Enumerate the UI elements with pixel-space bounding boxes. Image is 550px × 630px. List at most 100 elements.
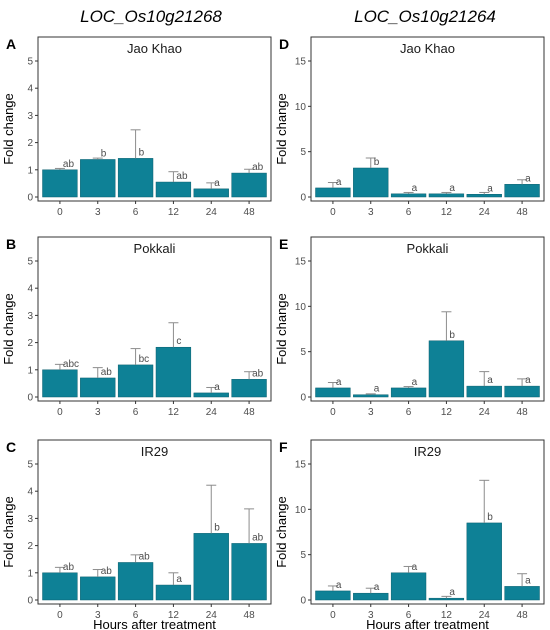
- bar: [390, 387, 427, 398]
- x-tick-label: 0: [57, 207, 63, 218]
- panel-letter: E: [279, 236, 288, 252]
- bar: [315, 387, 351, 398]
- y-tick-label: 5: [300, 147, 306, 158]
- panel-d: D Jao Khao 0 5 10 15 Fold change a 0 b 3 a 6 a 12 a 24 a 4…: [274, 36, 545, 218]
- x-tick-label: 6: [406, 207, 412, 218]
- y-axis-label: Fold change: [274, 293, 289, 365]
- y-tick-label: 4: [27, 284, 33, 295]
- y-axis-label: Fold change: [1, 293, 16, 365]
- x-tick-label: 48: [244, 207, 256, 218]
- significance-label: ab: [252, 532, 264, 543]
- significance-label: b: [139, 147, 145, 158]
- panel-letter: C: [6, 439, 16, 455]
- panel-letter: F: [279, 439, 288, 455]
- x-tick-label: 24: [206, 407, 218, 418]
- y-tick-label: 5: [27, 460, 33, 471]
- y-tick-label: 0: [27, 393, 33, 404]
- x-tick-label: 48: [517, 610, 529, 621]
- significance-label: a: [336, 377, 342, 388]
- panel-frame: [310, 236, 545, 402]
- x-tick-label: 3: [368, 207, 374, 218]
- x-tick-label: 24: [479, 207, 491, 218]
- y-tick-label: 5: [300, 347, 306, 358]
- column-title-left: LOC_Os10g21268: [80, 7, 222, 26]
- y-tick-label: 0: [27, 193, 33, 204]
- y-tick-label: 0: [300, 596, 306, 607]
- x-tick-label: 12: [168, 610, 180, 621]
- significance-label: ab: [139, 551, 151, 562]
- y-tick-label: 10: [295, 505, 307, 516]
- significance-label: a: [525, 575, 531, 586]
- significance-label: bc: [139, 354, 150, 365]
- significance-label: ab: [252, 368, 264, 379]
- bar: [117, 562, 154, 601]
- bar: [231, 543, 267, 601]
- bar: [390, 572, 427, 601]
- x-tick-label: 12: [168, 207, 180, 218]
- y-tick-label: 2: [27, 338, 33, 349]
- x-tick-label: 0: [57, 610, 63, 621]
- x-tick-label: 48: [244, 407, 256, 418]
- panel-frame: [37, 36, 272, 202]
- bar: [193, 188, 229, 198]
- panel-title: Jao Khao: [127, 41, 182, 56]
- y-tick-label: 4: [27, 84, 33, 95]
- significance-label: a: [374, 582, 380, 593]
- bar: [504, 184, 540, 198]
- bar: [466, 385, 502, 398]
- bar: [80, 159, 116, 198]
- bar: [428, 340, 465, 398]
- significance-label: a: [214, 382, 220, 393]
- panel-letter: A: [6, 36, 16, 52]
- y-axis-label: Fold change: [1, 93, 16, 165]
- bar: [193, 392, 229, 398]
- y-tick-label: 3: [27, 514, 33, 525]
- x-tick-label: 24: [479, 610, 491, 621]
- panel-title: IR29: [414, 444, 441, 459]
- x-tick-label: 48: [517, 407, 529, 418]
- bar: [466, 194, 502, 198]
- significance-label: b: [374, 157, 380, 168]
- significance-label: ab: [63, 159, 75, 170]
- y-tick-label: 10: [295, 302, 307, 313]
- x-tick-label: 12: [441, 610, 453, 621]
- significance-label: a: [176, 574, 182, 585]
- bar: [231, 379, 267, 398]
- x-tick-label: 6: [133, 610, 139, 621]
- significance-label: a: [487, 375, 493, 386]
- significance-label: b: [101, 148, 107, 159]
- significance-label: a: [336, 580, 342, 591]
- x-axis-label: Hours after treatment: [93, 617, 216, 630]
- x-tick-label: 6: [133, 207, 139, 218]
- bar: [353, 167, 389, 198]
- bar: [117, 364, 154, 398]
- significance-label: a: [412, 562, 418, 573]
- bar: [428, 193, 465, 198]
- y-tick-label: 0: [300, 193, 306, 204]
- x-tick-label: 6: [406, 610, 412, 621]
- bar: [155, 346, 192, 398]
- panel-title: IR29: [141, 444, 168, 459]
- bar: [42, 369, 78, 398]
- significance-label: b: [449, 330, 455, 341]
- x-tick-label: 24: [206, 207, 218, 218]
- y-tick-label: 3: [27, 111, 33, 122]
- significance-label: ab: [252, 162, 264, 173]
- significance-label: a: [525, 173, 531, 184]
- bar: [42, 169, 78, 198]
- significance-label: abc: [63, 359, 79, 370]
- bar: [353, 394, 389, 398]
- y-tick-label: 1: [27, 568, 33, 579]
- x-tick-label: 3: [368, 610, 374, 621]
- bar: [231, 172, 267, 198]
- bar: [80, 576, 116, 601]
- significance-label: ab: [101, 367, 113, 378]
- panel-frame: [310, 439, 545, 605]
- x-tick-label: 6: [133, 407, 139, 418]
- x-axis-label: Hours after treatment: [366, 617, 489, 630]
